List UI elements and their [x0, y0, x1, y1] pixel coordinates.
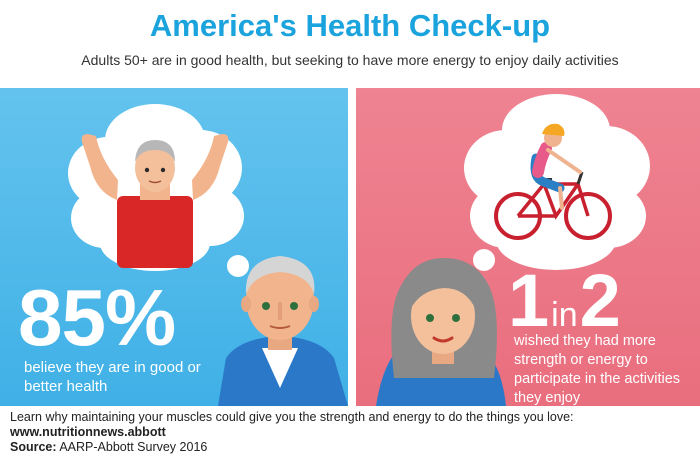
man-illustration [68, 104, 348, 406]
right-panel: 1in2 wished they had more strength or en… [356, 88, 700, 406]
stat-1-in-2: 1in2 [508, 264, 621, 338]
stat-connector: in [551, 296, 578, 334]
stat-description-left: believe they are in good or better healt… [24, 359, 201, 395]
footer-message: Learn why maintaining your muscles could… [10, 410, 574, 424]
page-title: America's Health Check-up [149, 8, 551, 43]
footer-source: Source: AARP-Abbott Survey 2016 [10, 440, 700, 455]
page-subtitle: Adults 50+ are in good health, but seeki… [81, 52, 619, 68]
stat-number-2: 2 [579, 259, 621, 342]
flexing-man-icon [81, 134, 229, 268]
woman-avatar-icon [376, 258, 506, 406]
stat-description-right: wished they had more strength or energy … [514, 333, 681, 406]
footer-url-link[interactable]: www.nutritionnews.abbott [10, 425, 166, 439]
source-text: AARP-Abbott Survey 2016 [59, 440, 208, 454]
stat-number-1: 1 [508, 259, 550, 342]
left-panel: 85% believe they are in good or better h… [0, 88, 348, 406]
cyclist-icon [494, 123, 612, 240]
stat-85-percent: 85% [18, 273, 176, 362]
man-avatar-icon [218, 256, 348, 406]
woman-illustration [376, 94, 650, 406]
source-label: Source: [10, 440, 57, 454]
footer: Learn why maintaining your muscles could… [10, 410, 700, 455]
